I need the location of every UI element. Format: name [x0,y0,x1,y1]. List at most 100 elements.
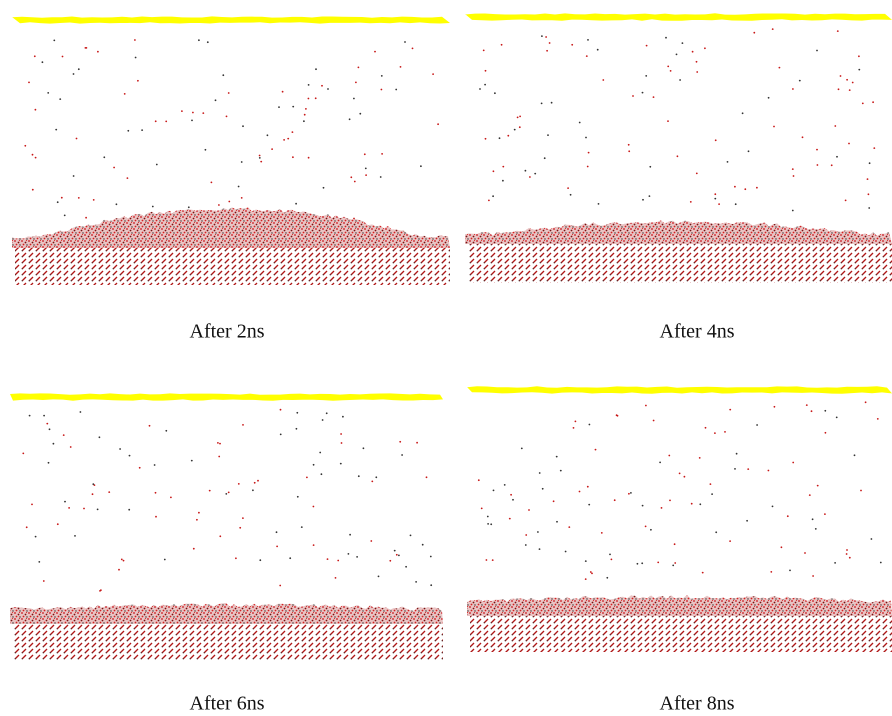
vapor-molecule [61,55,64,58]
vapor-molecule [830,164,833,167]
vapor-molecule [844,199,847,202]
liquid-film [467,595,892,616]
vapor-molecule [652,96,655,98]
vapor-molecule [292,105,295,108]
vapor-molecule [805,404,808,406]
vapor-molecule [218,204,220,206]
vapor-molecule [816,164,819,166]
vapor-molecule [834,125,837,127]
vapor-molecule [704,426,707,429]
vapor-molecule [816,484,819,487]
vapor-molecule [537,531,539,533]
vapor-molecule [151,205,154,208]
vapor-molecule [606,576,609,579]
vapor-molecule [353,180,356,183]
vapor-molecule [789,569,791,572]
vapor-molecule [237,483,240,485]
vapor-molecule [543,157,546,160]
vapor-molecule [198,39,200,42]
vapor-molecule [491,559,494,561]
vapor-molecule [266,134,269,137]
vapor-molecule [191,119,193,122]
vapor-molecule [756,186,758,189]
vapor-molecule [225,115,228,118]
vapor-molecule [552,500,555,503]
vapor-molecule [812,575,814,577]
vapor-molecule [628,150,631,153]
vapor-molecule [824,431,827,434]
caption: After 4ns [660,321,735,343]
vapor-molecule [848,556,851,559]
vapor-molecule [792,88,794,90]
vapor-molecule [711,493,713,495]
vapor-molecule [780,546,783,549]
vapor-molecule [588,423,591,426]
vapor-molecule [541,35,543,37]
vapor-molecule [210,181,213,184]
vapor-molecule [502,179,504,182]
vapor-molecule [602,79,605,81]
vapor-molecule [477,479,480,482]
vapor-molecule [824,513,826,515]
vapor-molecule [259,559,262,562]
vapor-molecule [326,558,329,560]
vapor-molecule [667,65,670,68]
vapor-molecule [814,528,817,530]
vapor-molecule [240,197,243,199]
vapor-molecule [353,217,355,220]
vapor-molecule [541,487,544,490]
vapor-molecule [312,505,315,508]
vapor-molecule [868,207,871,209]
vapor-molecule [380,88,383,91]
vapor-molecule [275,531,278,534]
vapor-molecule [520,447,523,450]
vapor-molecule [484,137,487,140]
vapor-molecule [734,468,736,470]
vapor-molecule [848,142,850,145]
vapor-molecule [556,520,558,523]
vapor-molecule [584,560,587,562]
vapor-molecule [851,81,854,84]
vapor-molecule [218,455,221,458]
snapshot-panel: After 4ns [465,13,892,343]
liquid-film [465,220,892,244]
vapor-molecule [650,528,652,531]
vapor-molecule [416,441,418,444]
liquid-film [10,603,443,624]
vapor-molecule [724,431,726,433]
top-wall [12,16,450,24]
vapor-molecule [627,143,630,146]
vapor-molecule [867,193,870,196]
vapor-molecule [715,531,718,534]
vapor-molecule [357,66,360,69]
vapor-molecule [567,187,569,190]
vapor-molecule [315,68,317,71]
vapor-molecule [792,461,795,464]
vapor-molecule [689,201,692,203]
vapor-molecule [141,129,144,132]
top-wall [10,393,443,401]
vapor-molecule [734,203,737,206]
vapor-molecule [128,508,131,511]
vapor-molecule [513,128,516,131]
liquid-film [12,207,450,248]
vapor-molecule [320,473,323,476]
vapor-molecule [835,416,838,419]
vapor-molecule [374,50,376,53]
vapor-molecule [479,88,481,90]
vapor-molecule [411,47,414,50]
vapor-molecule [609,553,611,556]
vapor-molecule [586,485,589,488]
vapor-molecule [415,581,417,583]
vapor-molecule [585,55,588,57]
vapor-molecule [574,420,577,423]
vapor-molecule [122,559,125,562]
vapor-molecule [64,500,66,503]
vapor-molecule [674,562,677,564]
vapor-molecule [773,405,776,408]
snapshot-panel: After 8ns [467,386,892,715]
vapor-molecule [704,47,706,50]
vapor-molecule [363,153,366,156]
vapor-molecule [632,95,634,97]
vapor-molecule [500,43,503,46]
